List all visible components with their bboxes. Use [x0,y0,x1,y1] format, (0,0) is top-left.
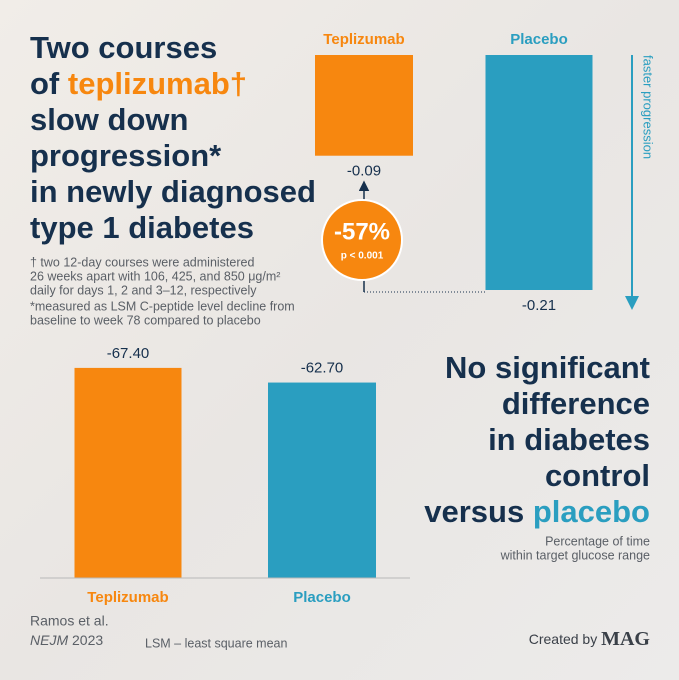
title-segment: in newly diagnosed [30,174,316,209]
main-title: type 1 diabetes [30,210,254,245]
category-label: Placebo [510,31,568,48]
annotation-sub: p < 0.001 [341,251,384,262]
annotation: -57% [334,218,390,245]
title-segment: in diabetes [488,422,650,457]
footnote: baseline to week 78 compared to placebo [30,313,261,327]
chart-subtitle: within target glucose range [500,548,650,562]
year: 2023 [72,632,103,648]
data-label: -0.09 [347,163,381,180]
main-title: progression* [30,138,222,173]
data-label: -67.40 [107,345,150,362]
title-segment: difference [502,386,650,421]
bar [315,55,413,156]
footnote: *measured as LSM C-peptide level decline… [30,299,295,313]
chart-title: difference [502,386,650,421]
footnote: daily for days 1, 2 and 3–12, respective… [30,283,257,297]
main-title: slow down [30,102,188,137]
abbreviation: LSM – least square mean [145,636,287,650]
axis-label: faster progression [641,55,656,159]
main-title: in newly diagnosed [30,174,316,209]
main-title: of teplizumab† [30,66,247,101]
bar [485,55,593,290]
title-segment: control [545,458,650,493]
footnote: † two 12-day courses were administered [30,255,254,269]
chart-title: versus placebo [424,494,650,529]
category-label: Teplizumab [323,31,404,48]
title-segment: progression* [30,138,222,173]
bar [268,382,376,578]
title-segment: teplizumab† [68,66,247,101]
category-label: Placebo [293,589,351,606]
source-journal: NEJM 2023 [30,632,103,648]
source-authors: Ramos et al. [30,613,109,629]
annotation-badge [321,199,403,281]
title-segment: placebo [533,494,650,529]
footnote: 26 weeks apart with 106, 425, and 850 μg… [30,269,280,283]
chart-title: in diabetes [488,422,650,457]
chart-title: No significant [445,350,650,385]
title-segment: versus [424,494,533,529]
brand: MAG [601,628,650,650]
chart-title: control [545,458,650,493]
data-label: -0.21 [522,297,556,314]
data-label: -62.70 [301,360,344,377]
category-label: Teplizumab [87,589,168,606]
title-segment: slow down [30,102,188,137]
credit-text: Created by [529,631,597,647]
title-segment: Two courses [30,30,217,65]
title-segment: No significant [445,350,650,385]
title-segment: of [30,66,68,101]
bar [74,367,182,578]
journal: NEJM [30,632,68,648]
title-segment: type 1 diabetes [30,210,254,245]
chart-subtitle: Percentage of time [545,534,650,548]
credit: Created by MAG [529,628,651,650]
main-title: Two courses [30,30,217,65]
